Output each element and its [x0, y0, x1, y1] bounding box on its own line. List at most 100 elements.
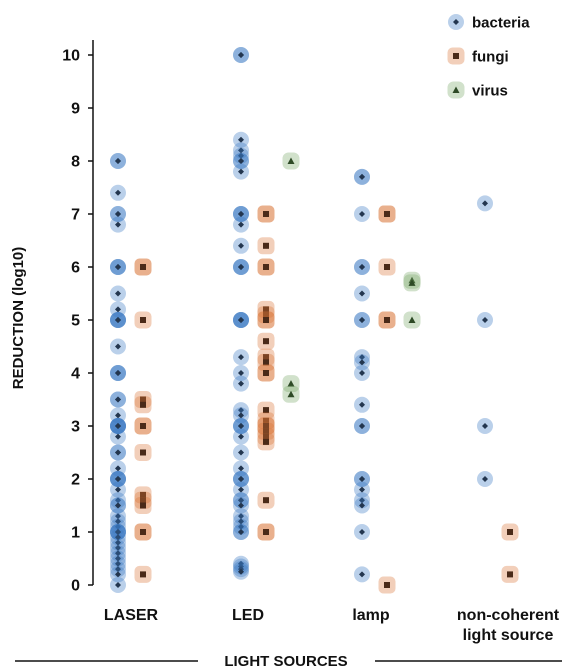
bacteria-point: [354, 524, 370, 540]
fungi-point: [501, 523, 519, 541]
bacteria-point: [354, 349, 370, 366]
bacteria-point: [110, 561, 126, 578]
fungi-point: [257, 417, 275, 435]
x-axis-label: LIGHT SOURCES: [224, 653, 347, 670]
virus-point: [403, 311, 421, 329]
bacteria-point: [110, 259, 126, 275]
fungi-point: [257, 433, 275, 451]
bacteria-point: [233, 375, 249, 392]
virus-point: [282, 375, 300, 393]
bacteria-point: [477, 471, 493, 487]
virus-point: [403, 274, 421, 292]
fungi-point: [134, 491, 152, 509]
bacteria-point: [110, 153, 126, 169]
bacteria-point: [110, 184, 126, 201]
bacteria-point: [110, 545, 126, 562]
bacteria-point: [110, 206, 126, 222]
bacteria-point: [477, 418, 493, 434]
bacteria-point: [233, 428, 249, 445]
y-tick-label: 6: [71, 260, 80, 277]
y-ticks: 0 1 2 3 4 5 6 7 8 9 10: [62, 48, 93, 595]
y-tick-label: 0: [71, 578, 80, 595]
bacteria-point: [110, 428, 126, 445]
bacteria-point: [233, 518, 249, 535]
bacteria-point: [110, 508, 126, 525]
bacteria-point: [233, 237, 249, 254]
fungi-point: [257, 491, 275, 509]
bacteria-point: [354, 365, 370, 381]
bacteria-point: [110, 391, 126, 408]
legend-virus-label: virus: [472, 83, 508, 100]
bacteria-point: [110, 492, 126, 509]
bacteria-point: [233, 402, 249, 419]
bacteria-point: [233, 497, 249, 514]
fungi-point: [378, 576, 396, 594]
bacteria-point: [110, 524, 126, 540]
bacteria-point: [354, 497, 370, 514]
fungi-point: [257, 311, 275, 329]
series-virus: [282, 152, 421, 403]
bacteria-point: [110, 460, 126, 477]
bacteria-point: [354, 285, 370, 302]
bacteria-point: [477, 312, 493, 328]
fungi-point: [134, 565, 152, 583]
bacteria-point: [233, 471, 249, 487]
bacteria-point: [110, 312, 126, 328]
fungi-point: [134, 497, 152, 514]
bacteria-point: [233, 163, 249, 180]
fungi-point: [257, 401, 275, 419]
bacteria-point: [233, 407, 249, 424]
bacteria-point: [110, 513, 126, 530]
fungi-point: [257, 205, 275, 223]
fungi-point: [134, 486, 152, 504]
x-tick-label: non-coherent light source: [457, 607, 560, 644]
bacteria-point: [110, 285, 126, 302]
y-tick-label: 5: [71, 313, 80, 330]
axes: 0 1 2 3 4 5 6 7 8 9 10 REDUCTION (log10) LASER LED l…: [10, 40, 562, 670]
fungi-point: [257, 364, 275, 382]
x-tick-label: LED: [232, 607, 264, 624]
fungi-point: [257, 348, 275, 366]
fungi-point: [257, 332, 275, 350]
virus-point: [282, 152, 300, 170]
bacteria-point: [354, 396, 370, 413]
fungi-point: [257, 428, 275, 446]
fungi-point: [501, 565, 519, 583]
legend-fungi-marker: [447, 47, 465, 65]
bacteria-point: [233, 481, 249, 498]
fungi-point: [378, 205, 396, 223]
bacteria-point: [233, 216, 249, 233]
fungi-point: [134, 444, 152, 461]
bacteria-point: [233, 508, 249, 525]
fungi-point: [134, 311, 152, 329]
y-tick-label: 7: [71, 207, 80, 224]
bacteria-point: [110, 444, 126, 461]
bacteria-point: [354, 354, 370, 371]
bacteria-point: [110, 407, 126, 424]
bacteria-point: [233, 563, 249, 580]
fungi-point: [378, 258, 396, 276]
legend-fungi-label: fungi: [472, 49, 509, 66]
x-tick-label: LASER: [104, 607, 159, 624]
bacteria-point: [233, 47, 249, 63]
y-tick-label: 1: [71, 525, 80, 542]
bacteria-point: [233, 524, 249, 540]
series-bacteria: [110, 47, 493, 593]
bacteria-point: [354, 471, 370, 487]
fungi-point: [257, 258, 275, 276]
bacteria-point: [233, 312, 249, 328]
bacteria-point: [233, 513, 249, 530]
bacteria-point: [477, 195, 493, 212]
bacteria-point: [233, 147, 249, 164]
bacteria-point: [354, 168, 370, 185]
bacteria-point: [354, 206, 370, 222]
y-tick-label: 8: [71, 154, 80, 171]
legend-bacteria-label: bacteria: [472, 15, 530, 32]
bacteria-point: [233, 349, 249, 366]
y-tick-label: 9: [71, 101, 80, 118]
bacteria-point: [354, 312, 370, 328]
fungi-point: [134, 258, 152, 276]
bacteria-point: [110, 566, 126, 583]
bacteria-point: [233, 131, 249, 148]
bacteria-point: [233, 460, 249, 477]
